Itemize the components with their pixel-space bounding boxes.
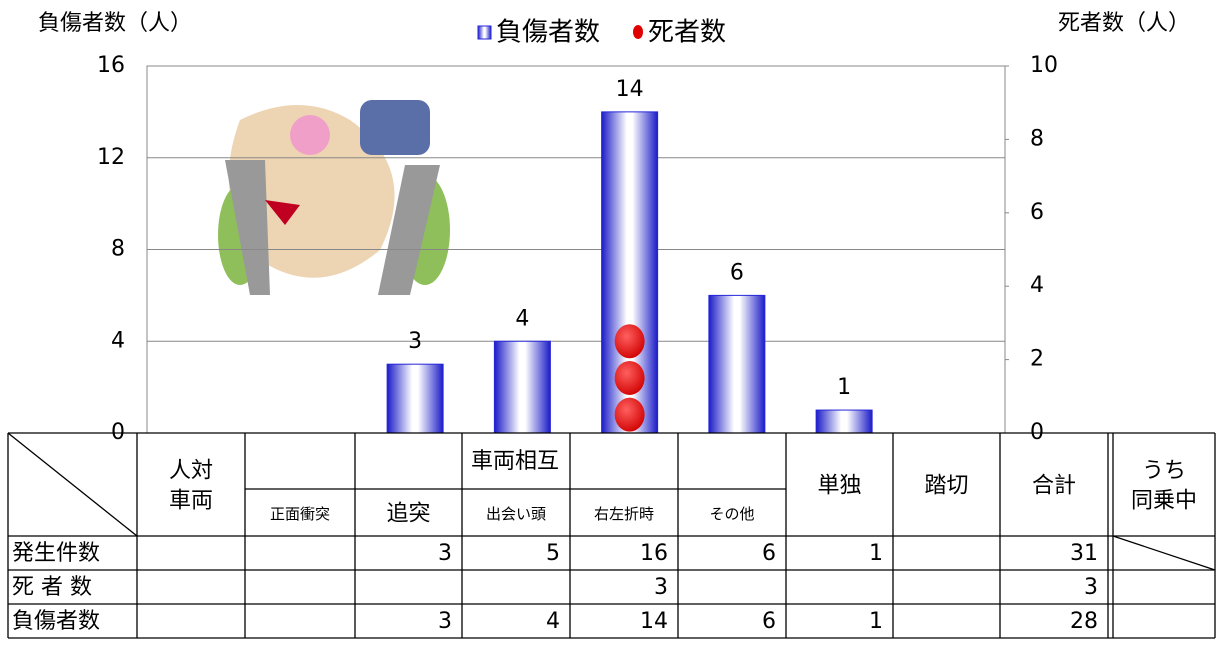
table-column-header: 同乗中 xyxy=(1131,489,1197,514)
legend-marker xyxy=(477,25,492,40)
table-row-header: 負傷者数 xyxy=(12,609,100,634)
value-label: 3 xyxy=(408,329,422,354)
table-column-header: 踏切 xyxy=(924,474,968,499)
table-cell: 16 xyxy=(640,541,668,566)
table-cell: 1 xyxy=(869,541,883,566)
table-column-header: 合計 xyxy=(1032,474,1076,499)
bar xyxy=(815,409,873,434)
table-group-header: 車両相互 xyxy=(471,449,559,474)
table-column-header: 追突 xyxy=(386,502,430,527)
table-column-header: うち xyxy=(1142,459,1186,484)
table-cell: 4 xyxy=(546,609,560,634)
table-cell: 14 xyxy=(640,609,668,634)
y-tick-label: 12 xyxy=(97,145,125,170)
table-cell: 28 xyxy=(1070,609,1098,634)
bar xyxy=(708,294,766,434)
table-cell: 3 xyxy=(438,609,452,634)
y2-tick-label: 10 xyxy=(1030,53,1058,78)
death-dot xyxy=(614,397,645,432)
table-cell: 31 xyxy=(1070,541,1098,566)
table-column-header: その他 xyxy=(709,505,754,523)
table-cell: 6 xyxy=(762,541,776,566)
table-cell: 3 xyxy=(654,575,668,600)
value-label: 6 xyxy=(730,260,744,285)
table-cell: 3 xyxy=(438,541,452,566)
bar xyxy=(493,340,551,434)
y2-tick-label: 4 xyxy=(1030,273,1044,298)
table-column-header: 車両 xyxy=(169,489,213,514)
y-tick-label: 16 xyxy=(97,53,125,78)
table-line xyxy=(1112,535,1216,571)
table-row-header: 発生件数 xyxy=(12,541,100,566)
y2-tick-label: 8 xyxy=(1030,126,1044,151)
y-tick-label: 8 xyxy=(111,237,125,262)
table-column-header: 単独 xyxy=(817,474,861,499)
legend: 負傷者数 死者数 xyxy=(477,18,726,48)
table-cell: 1 xyxy=(869,609,883,634)
y-tick-label: 4 xyxy=(111,328,125,353)
table-line xyxy=(7,432,138,537)
table-column-header: 人対 xyxy=(169,459,213,484)
y-axis-title: 負傷者数（人） xyxy=(38,11,192,36)
value-label: 1 xyxy=(837,375,851,400)
value-label: 4 xyxy=(515,306,529,331)
table-column-header: 正面衝突 xyxy=(270,505,330,523)
y2-tick-label: 2 xyxy=(1030,347,1044,372)
illustration xyxy=(218,100,450,295)
value-label: 14 xyxy=(616,77,644,102)
death-dot xyxy=(614,360,645,395)
death-dot xyxy=(614,324,645,359)
legend-label: 死者数 xyxy=(648,18,726,48)
table-cell: 6 xyxy=(762,609,776,634)
table-cell: 5 xyxy=(546,541,560,566)
bar xyxy=(386,363,444,434)
y2-tick-label: 6 xyxy=(1030,200,1044,225)
death-marker xyxy=(614,324,645,432)
legend-label: 負傷者数 xyxy=(496,18,600,48)
table-column-header: 右左折時 xyxy=(594,505,654,523)
legend-marker xyxy=(633,25,644,39)
table-cell: 3 xyxy=(1084,575,1098,600)
y2-axis-title: 死者数（人） xyxy=(1058,11,1190,36)
table-row-header: 死 者 数 xyxy=(12,575,92,600)
table-column-header: 出会い頭 xyxy=(486,505,546,523)
